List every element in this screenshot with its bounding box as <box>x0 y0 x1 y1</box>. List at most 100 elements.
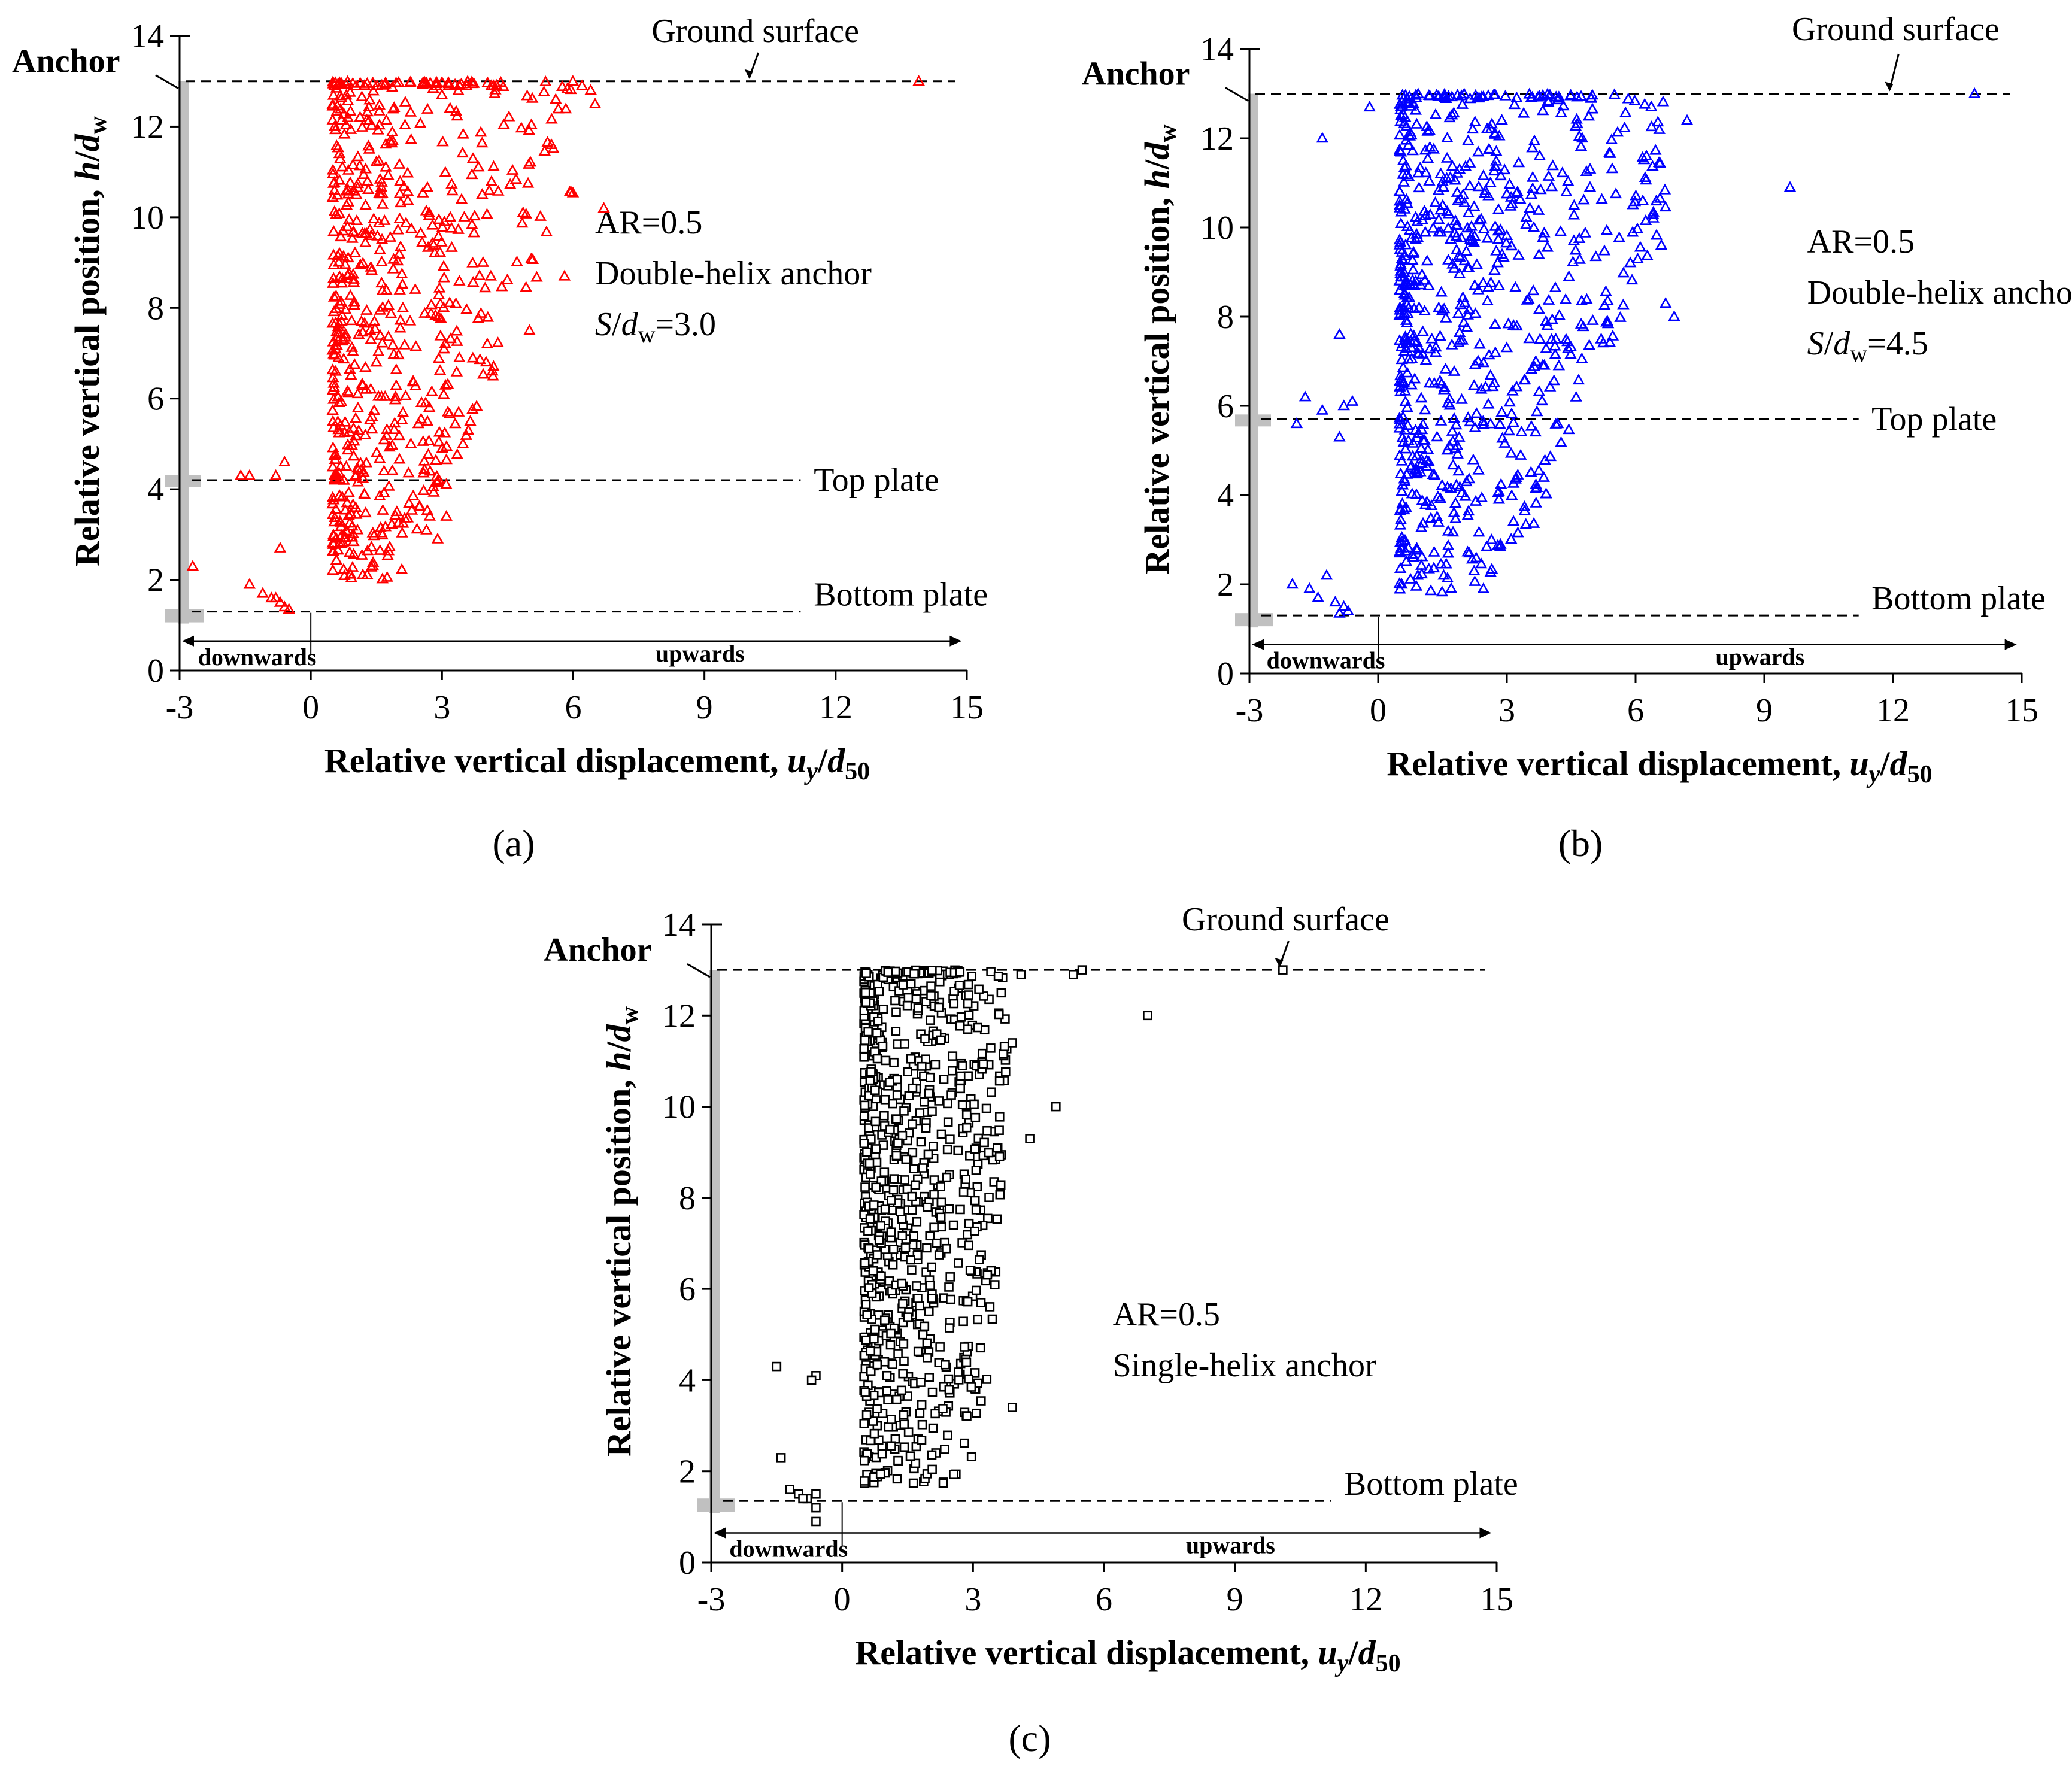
data-point <box>860 1100 870 1111</box>
data-point <box>1536 359 1549 370</box>
data-point <box>863 1226 873 1236</box>
data-point <box>364 324 377 335</box>
data-point <box>269 591 282 603</box>
data-point <box>380 160 392 172</box>
data-point <box>326 508 339 519</box>
data-point <box>457 128 469 139</box>
data-point <box>328 184 341 195</box>
data-point <box>1393 375 1406 386</box>
data-point <box>913 1003 923 1013</box>
data-point <box>944 1374 954 1384</box>
data-point <box>186 560 199 571</box>
data-point <box>472 312 485 323</box>
data-point <box>1428 545 1440 557</box>
data-point <box>1485 276 1497 287</box>
data-point <box>880 1094 890 1105</box>
data-point <box>860 1455 869 1466</box>
data-point <box>439 166 452 177</box>
data-point <box>891 1007 901 1017</box>
data-point <box>1433 301 1445 312</box>
data-point <box>374 304 387 315</box>
data-point <box>1514 193 1527 204</box>
data-point <box>1467 564 1481 575</box>
data-point <box>1346 395 1359 406</box>
panel-label-a: (a) <box>492 822 535 864</box>
data-point <box>949 1470 958 1479</box>
data-point <box>874 1235 884 1245</box>
data-point <box>861 997 871 1008</box>
data-point <box>466 218 478 229</box>
data-point <box>1441 132 1454 143</box>
data-point <box>887 1360 897 1369</box>
data-point <box>1540 342 1552 353</box>
data-point <box>478 281 492 293</box>
data-point <box>453 351 466 363</box>
data-point <box>1567 256 1579 267</box>
data-point <box>772 1361 782 1372</box>
data-point <box>1446 435 1460 446</box>
data-point <box>523 157 535 169</box>
data-point <box>347 548 360 559</box>
data-point <box>409 380 422 390</box>
data-point <box>349 412 362 423</box>
data-point <box>433 246 447 257</box>
data-point <box>1484 122 1497 133</box>
data-point <box>1783 181 1797 192</box>
data-point <box>330 467 342 478</box>
data-point <box>1412 347 1424 358</box>
data-point <box>1572 374 1585 385</box>
data-point <box>367 84 380 96</box>
data-point <box>926 1072 935 1082</box>
data-point <box>358 317 371 328</box>
data-point <box>1450 478 1463 490</box>
label-part: u <box>1318 1633 1337 1672</box>
data-point <box>972 1408 981 1418</box>
data-point <box>1394 582 1406 594</box>
data-point <box>1397 411 1410 422</box>
data-point <box>435 88 448 99</box>
data-point <box>1488 128 1501 139</box>
data-point <box>338 128 351 139</box>
data-point <box>327 305 341 317</box>
data-point <box>1409 274 1422 286</box>
data-point <box>912 1216 922 1227</box>
data-point <box>927 1387 938 1397</box>
data-point <box>1575 90 1588 101</box>
data-point <box>1546 159 1559 171</box>
data-point <box>1539 315 1552 326</box>
data-point <box>393 212 406 223</box>
data-point <box>403 497 415 508</box>
x-tick-label: 6 <box>1096 1581 1112 1618</box>
data-point <box>964 1240 973 1251</box>
data-point <box>442 77 455 89</box>
data-point <box>1600 224 1613 235</box>
data-point <box>996 1180 1006 1190</box>
data-point <box>1463 261 1475 272</box>
data-point <box>451 448 463 459</box>
data-point <box>1424 584 1437 596</box>
x-tick-label: -3 <box>166 689 194 726</box>
data-point <box>441 378 454 389</box>
data-point <box>1466 123 1479 134</box>
data-point <box>1069 969 1078 979</box>
data-point <box>1428 469 1441 480</box>
x-tick-label: 12 <box>819 689 853 726</box>
data-point <box>327 225 340 236</box>
data-point <box>945 1323 955 1333</box>
data-point <box>1396 485 1408 496</box>
data-point <box>1494 223 1507 235</box>
y-tick-label: 12 <box>131 108 164 145</box>
data-point <box>1563 270 1575 281</box>
data-point <box>1490 244 1503 256</box>
top-plate-marker <box>1235 414 1271 427</box>
data-point <box>1457 316 1470 327</box>
data-point <box>1556 166 1569 178</box>
data-point <box>327 528 340 539</box>
data-point <box>1479 380 1492 392</box>
data-point <box>351 387 364 399</box>
data-point <box>1363 101 1376 112</box>
data-point <box>566 186 580 198</box>
data-point <box>243 578 256 589</box>
data-point <box>1503 178 1516 189</box>
